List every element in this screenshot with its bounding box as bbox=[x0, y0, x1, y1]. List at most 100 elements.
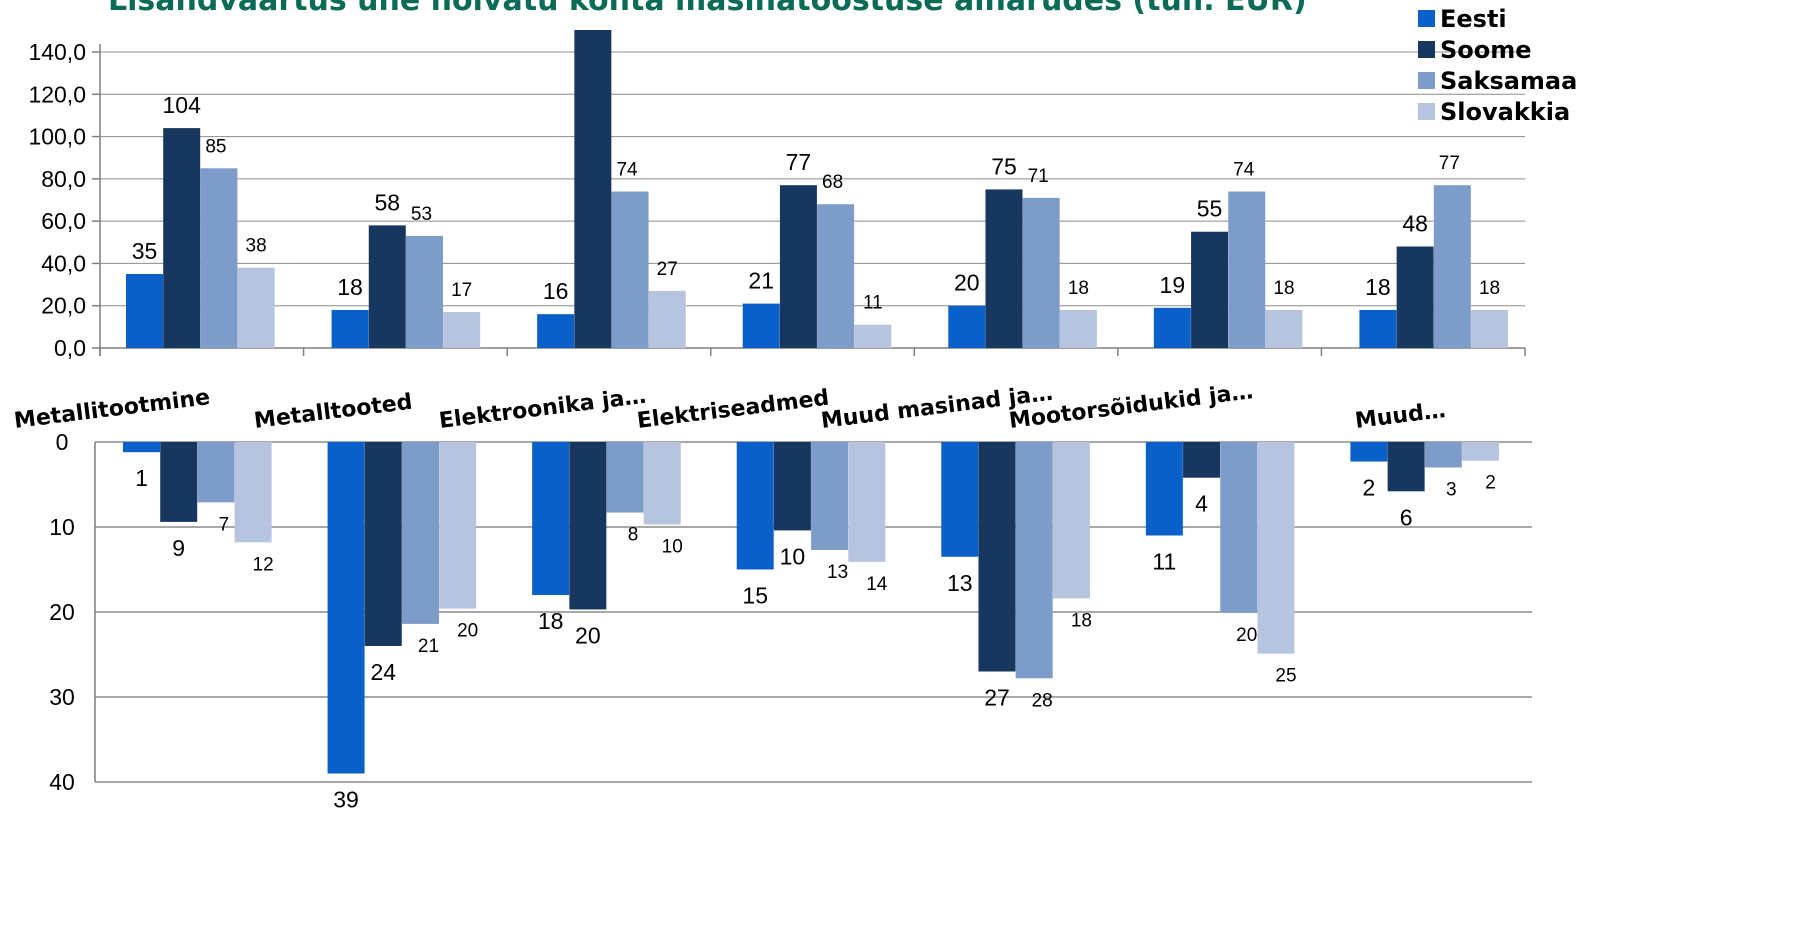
data-label-upper-saksamaa-2: 53 bbox=[411, 204, 432, 225]
legend-label-saksamaa: Saksamaa bbox=[1440, 67, 1577, 95]
bar-lower-saksamaa-1 bbox=[197, 442, 235, 503]
bar-lower-slovakkia-3 bbox=[643, 442, 681, 525]
legend-swatch-soome bbox=[1418, 41, 1435, 58]
data-label-upper-eesti-3: 16 bbox=[543, 278, 569, 304]
bar-upper-eesti-2 bbox=[331, 309, 369, 348]
data-label-upper-eesti-2: 18 bbox=[337, 274, 363, 300]
upper-tick-label: 40,0 bbox=[41, 250, 86, 276]
bar-lower-slovakkia-2 bbox=[439, 442, 477, 609]
bar-upper-saksamaa-2 bbox=[405, 235, 443, 348]
data-label-upper-soome-4: 77 bbox=[786, 149, 812, 175]
data-label-upper-soome-2: 58 bbox=[374, 189, 400, 215]
data-label-upper-saksamaa-5: 71 bbox=[1028, 166, 1049, 187]
upper-tick-label: 20,0 bbox=[41, 293, 86, 319]
data-label-upper-eesti-1: 35 bbox=[132, 238, 158, 264]
data-label-lower-saksamaa-3: 8 bbox=[628, 525, 639, 546]
bar-upper-soome-7 bbox=[1396, 246, 1434, 348]
data-label-lower-slovakkia-6: 25 bbox=[1275, 666, 1296, 687]
lower-bars bbox=[123, 442, 1500, 774]
bar-upper-soome-1 bbox=[163, 128, 201, 348]
data-label-lower-slovakkia-5: 18 bbox=[1071, 610, 1092, 631]
bar-upper-slovakkia-5 bbox=[1059, 309, 1097, 348]
legend-swatch-saksamaa bbox=[1418, 72, 1435, 89]
upper-data-labels: 35 18 16 21 20 19 18 104 58 77 75 55 48 85 53 74 68 71 74 7… bbox=[132, 92, 1500, 314]
bar-upper-soome-4 bbox=[779, 185, 817, 348]
legend-label-eesti: Eesti bbox=[1440, 5, 1507, 33]
data-label-upper-slovakkia-3: 27 bbox=[657, 259, 678, 280]
data-label-upper-saksamaa-6: 74 bbox=[1233, 160, 1255, 181]
data-label-upper-slovakkia-5: 18 bbox=[1068, 278, 1089, 299]
bar-upper-eesti-3 bbox=[537, 314, 575, 348]
bar-upper-slovakkia-2 bbox=[443, 312, 481, 348]
category-label-4: Elektriseadmed bbox=[636, 386, 831, 434]
data-label-lower-slovakkia-3: 10 bbox=[662, 536, 683, 557]
bar-upper-slovakkia-1 bbox=[237, 267, 275, 348]
legend-swatch-slovakkia bbox=[1418, 103, 1435, 120]
data-label-upper-soome-5: 75 bbox=[991, 153, 1017, 179]
bar-upper-eesti-5 bbox=[948, 305, 986, 348]
data-label-lower-slovakkia-2: 20 bbox=[457, 621, 478, 642]
upper-tick-label: 80,0 bbox=[41, 166, 86, 192]
lower-y-axis: 0 10 20 30 40 bbox=[49, 429, 96, 795]
bar-lower-saksamaa-7 bbox=[1424, 442, 1462, 468]
data-label-lower-soome-3: 20 bbox=[575, 622, 601, 648]
bar-lower-saksamaa-6 bbox=[1220, 442, 1258, 613]
upper-bars bbox=[126, 30, 1509, 348]
bar-upper-saksamaa-4 bbox=[817, 204, 855, 348]
legend-label-soome: Soome bbox=[1440, 36, 1532, 64]
bar-upper-eesti-1 bbox=[126, 274, 163, 348]
data-label-lower-soome-7: 6 bbox=[1400, 504, 1413, 530]
data-label-lower-saksamaa-7: 3 bbox=[1446, 480, 1457, 501]
bar-lower-soome-1 bbox=[160, 442, 198, 522]
data-label-lower-saksamaa-5: 28 bbox=[1032, 690, 1053, 711]
bar-upper-eesti-4 bbox=[742, 303, 780, 348]
bar-upper-soome-3 bbox=[574, 30, 612, 348]
lower-tick-label: 20 bbox=[49, 599, 75, 625]
bar-upper-saksamaa-5 bbox=[1022, 197, 1060, 348]
bar-lower-eesti-5 bbox=[941, 442, 979, 557]
bar-upper-slovakkia-6 bbox=[1265, 309, 1303, 348]
bar-lower-eesti-2 bbox=[327, 442, 365, 774]
data-label-lower-soome-5: 27 bbox=[984, 685, 1010, 711]
data-label-lower-slovakkia-4: 14 bbox=[866, 574, 888, 595]
bar-lower-eesti-1 bbox=[123, 442, 160, 453]
data-label-lower-eesti-1: 1 bbox=[135, 465, 148, 491]
upper-tick-label: 100,0 bbox=[28, 124, 86, 150]
bar-upper-saksamaa-6 bbox=[1228, 191, 1266, 348]
data-label-lower-eesti-4: 15 bbox=[742, 583, 768, 609]
upper-tick-label: 60,0 bbox=[41, 208, 86, 234]
data-label-upper-soome-7: 48 bbox=[1402, 211, 1428, 237]
bar-upper-eesti-7 bbox=[1359, 309, 1397, 348]
data-label-upper-saksamaa-1: 85 bbox=[205, 136, 226, 157]
data-label-lower-saksamaa-4: 13 bbox=[827, 562, 848, 583]
bar-lower-saksamaa-4 bbox=[811, 442, 849, 550]
upper-tick-label: 140,0 bbox=[28, 39, 86, 65]
bar-lower-soome-2 bbox=[364, 442, 402, 646]
data-label-lower-slovakkia-1: 12 bbox=[253, 554, 274, 575]
bar-upper-soome-6 bbox=[1191, 231, 1229, 348]
lower-tick-label: 40 bbox=[49, 769, 75, 795]
data-label-upper-slovakkia-7: 18 bbox=[1479, 278, 1500, 299]
lower-tick-label: 30 bbox=[49, 684, 75, 710]
data-label-lower-saksamaa-1: 7 bbox=[219, 514, 230, 535]
bar-upper-saksamaa-3 bbox=[611, 191, 649, 348]
category-label-3: Elektroonika ja… bbox=[438, 384, 648, 434]
category-label-7: Muud… bbox=[1354, 398, 1447, 434]
bar-lower-slovakkia-7 bbox=[1462, 442, 1500, 461]
bar-upper-slovakkia-3 bbox=[648, 290, 686, 348]
category-label-2: Metalltooted bbox=[253, 390, 414, 434]
bar-lower-eesti-4 bbox=[736, 442, 774, 570]
data-label-upper-eesti-5: 20 bbox=[954, 270, 980, 296]
bar-lower-soome-6 bbox=[1183, 442, 1221, 478]
bar-upper-saksamaa-1 bbox=[200, 168, 238, 348]
data-label-upper-slovakkia-2: 17 bbox=[451, 280, 472, 301]
bar-lower-soome-5 bbox=[978, 442, 1016, 672]
data-label-lower-eesti-7: 2 bbox=[1363, 475, 1376, 501]
upper-tick-label: 0,0 bbox=[54, 335, 86, 361]
data-label-lower-soome-6: 4 bbox=[1195, 491, 1208, 517]
bar-lower-slovakkia-4 bbox=[848, 442, 886, 562]
data-label-upper-slovakkia-4: 11 bbox=[863, 293, 883, 314]
bar-upper-soome-2 bbox=[368, 225, 406, 348]
